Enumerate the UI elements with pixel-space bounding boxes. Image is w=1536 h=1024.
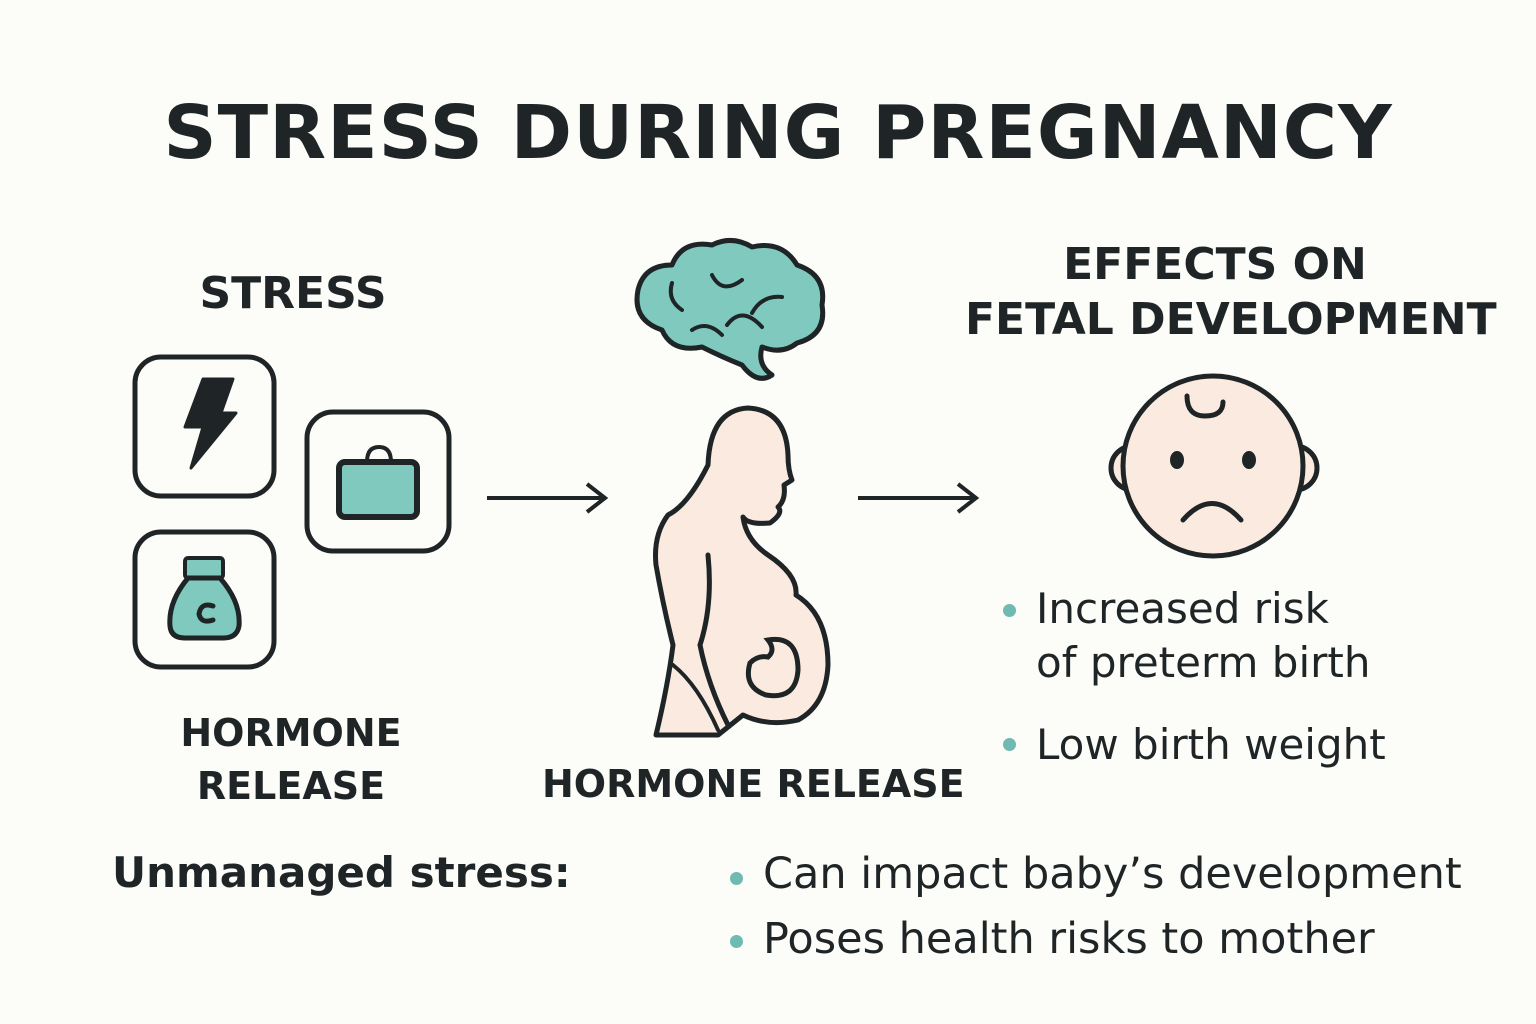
money-bag-icon [132,529,277,670]
center-caption: HORMONE RELEASE [542,762,965,806]
briefcase-icon [304,409,452,554]
effect-bullet-2: Low birth weight [1036,720,1386,769]
page-title: STRESS DURING PREGNANCY [163,90,1393,176]
stress-heading: STRESS [199,268,387,319]
bullet-dot [730,935,743,948]
effects-heading-line2: FETAL DEVELOPMENT [965,294,1497,345]
bullet-dot [1003,738,1016,751]
footer-bullet-2: Poses health risks to mother [763,914,1375,964]
effect-bullet-1-line1: Increased risk [1036,584,1329,633]
pregnant-woman-icon [653,405,831,738]
stress-caption-line1: HORMONE [180,711,402,755]
effects-heading-line1: EFFECTS ON [1063,239,1367,290]
stress-caption-line2: RELEASE [196,764,386,808]
effect-bullet-1-line2: of preterm birth [1036,638,1371,687]
bullet-dot [730,872,743,885]
arrow-right-icon [858,482,980,514]
arrow-right-icon [487,482,609,514]
sad-baby-face-icon [1108,373,1320,559]
footer-bullet-1: Can impact baby’s development [763,849,1462,899]
lightning-bolt-icon [132,354,277,499]
brain-icon [634,238,826,381]
bullet-dot [1003,604,1016,617]
unmanaged-stress-label: Unmanaged stress: [112,848,571,897]
